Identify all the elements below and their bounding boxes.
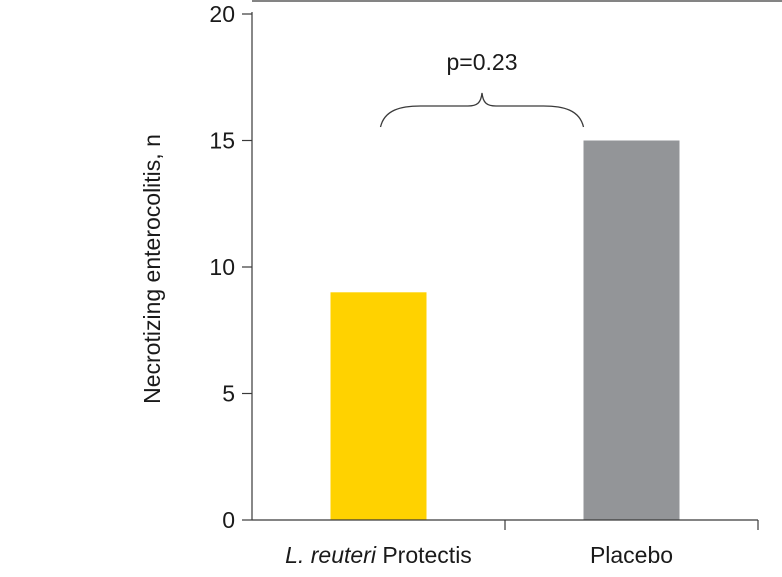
annotation-layer: p=0.23 [379,49,585,128]
y-axis-title: Necrotizing enterocolitis, n [139,134,165,404]
y-tick-label: 15 [209,128,235,154]
bar-0 [330,292,427,520]
y-tick-label: 10 [209,254,235,280]
x-tick-label: Placebo [590,542,673,568]
y-tick-label: 5 [222,381,235,407]
bar-1 [583,140,680,520]
bars-layer [330,140,680,520]
x-tick-label-text: Protectis [376,542,472,568]
p-value-label: p=0.23 [447,49,518,75]
y-tick-label: 0 [222,507,235,533]
x-tick-label-text: Placebo [590,542,673,568]
axes-layer: 0 5 10 15 20 L. reuteri Protectis Placebo [209,1,759,568]
significance-brace [379,92,585,128]
x-tick-label: L. reuteri Protectis [285,542,472,568]
x-tick-label-italic: L. reuteri [285,542,377,568]
y-tick-label: 20 [209,1,235,27]
